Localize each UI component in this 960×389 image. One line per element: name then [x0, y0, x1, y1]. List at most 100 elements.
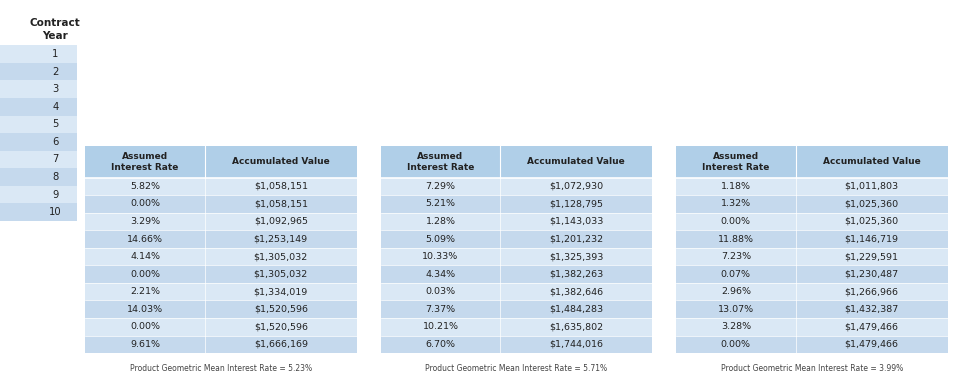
Text: growth.¹: growth.¹ [384, 37, 425, 46]
Text: $1,011,803: $1,011,803 [845, 182, 899, 191]
Text: performance: performance [401, 20, 464, 29]
Text: the: the [771, 20, 789, 29]
Text: Accumulated Value: Accumulated Value [823, 157, 921, 166]
Text: 10: 10 [523, 25, 538, 33]
Text: Accumulated Value: Accumulated Value [527, 157, 625, 166]
Text: 1: 1 [52, 49, 59, 59]
Bar [85, 300, 357, 318]
Text: index: index [191, 16, 219, 25]
Text: 5: 5 [52, 119, 59, 129]
Text: $1,635,802: $1,635,802 [549, 322, 603, 331]
Bar [676, 146, 948, 177]
Text: reflects: reflects [88, 20, 126, 29]
Text: annuity: annuity [493, 20, 531, 29]
Bar [381, 146, 652, 177]
Text: reflects: reflects [808, 16, 846, 25]
Text: of: of [430, 28, 442, 38]
Text: 20: 20 [775, 28, 789, 38]
Bar [676, 265, 948, 283]
Text: years: years [384, 28, 412, 38]
Bar [0, 98, 77, 116]
Text: 0.00%: 0.00% [131, 270, 160, 279]
Text: 6: 6 [52, 137, 59, 147]
Text: out: out [708, 28, 725, 38]
Text: the: the [746, 33, 763, 42]
Bar [0, 133, 77, 151]
Text: highest: highest [468, 33, 505, 42]
Bar [85, 146, 357, 177]
Bar [0, 81, 77, 98]
Text: where: where [817, 28, 849, 38]
Text: Lowest: Lowest [699, 16, 738, 25]
Text: 14.66%: 14.66% [127, 235, 163, 244]
Bar [0, 151, 77, 168]
Text: 9: 9 [52, 189, 59, 200]
Text: $1,666,169: $1,666,169 [253, 340, 308, 349]
Bar [381, 248, 652, 265]
Bar [676, 283, 948, 300]
Bar [676, 177, 948, 195]
Bar [85, 230, 357, 248]
Text: scenario: scenario [767, 16, 808, 25]
Text: period: period [774, 25, 806, 33]
Text: 3: 3 [52, 84, 59, 94]
Text: Assumed
Interest Rate: Assumed Interest Rate [111, 152, 179, 172]
Text: annuity: annuity [789, 20, 827, 29]
Text: $1,058,151: $1,058,151 [253, 199, 308, 209]
Text: Most Recent 10: Most Recent 10 [108, 16, 191, 25]
Text: the: the [384, 20, 401, 29]
Text: 7.23%: 7.23% [721, 252, 751, 261]
Text: $1,229,591: $1,229,591 [845, 252, 899, 261]
Bar [85, 177, 357, 195]
Bar [381, 177, 652, 195]
Text: $1,479,466: $1,479,466 [845, 322, 899, 331]
Text: annuity: annuity [88, 25, 126, 33]
Bar [85, 265, 357, 283]
Text: recent: recent [114, 33, 147, 42]
Text: $1,058,151: $1,058,151 [253, 182, 308, 191]
Text: 1.28%: 1.28% [425, 217, 455, 226]
Text: The: The [384, 16, 404, 25]
Text: $1,479,466: $1,479,466 [845, 340, 899, 349]
Text: years: years [679, 28, 708, 38]
Text: $1,072,930: $1,072,930 [549, 182, 603, 191]
Text: 4.14%: 4.14% [131, 252, 160, 261]
Text: $1,334,019: $1,334,019 [253, 287, 308, 296]
Text: the: the [442, 28, 460, 38]
Text: period: period [479, 25, 511, 33]
Text: $1,143,033: $1,143,033 [549, 217, 603, 226]
Text: index: index [738, 16, 767, 25]
Text: $1,092,965: $1,092,965 [253, 217, 308, 226]
Bar [381, 230, 652, 248]
Bar [381, 318, 652, 336]
Bar [676, 248, 948, 265]
Text: of: of [511, 25, 523, 33]
Bar [0, 186, 77, 203]
Text: 2.96%: 2.96% [721, 287, 751, 296]
Bar [85, 283, 357, 300]
Text: $1,253,149: $1,253,149 [253, 235, 308, 244]
Text: $1,305,032: $1,305,032 [253, 270, 308, 279]
Text: a: a [417, 25, 425, 33]
Bar [676, 336, 948, 353]
Text: index: index [446, 16, 474, 25]
Text: 8: 8 [52, 172, 59, 182]
Text: $1,520,596: $1,520,596 [253, 322, 308, 331]
Text: $1,025,360: $1,025,360 [845, 217, 899, 226]
Text: continuous: continuous [425, 25, 479, 33]
Text: lowest: lowest [763, 33, 796, 42]
Text: over: over [208, 28, 231, 38]
Text: $1,266,966: $1,266,966 [845, 287, 899, 296]
Text: $1,484,283: $1,484,283 [549, 305, 603, 314]
Bar [381, 265, 652, 283]
Text: 5.21%: 5.21% [425, 199, 455, 209]
Text: Product Geometric Mean Interest Rate = 5.71%: Product Geometric Mean Interest Rate = 5… [425, 364, 608, 373]
Text: the: the [679, 20, 697, 29]
Text: during: during [679, 25, 712, 33]
Text: the: the [126, 20, 143, 29]
Text: 0.00%: 0.00% [721, 340, 751, 349]
Text: 1.32%: 1.32% [721, 199, 751, 209]
Bar [676, 300, 948, 318]
Text: 7: 7 [52, 154, 59, 165]
Text: 0.07%: 0.07% [721, 270, 751, 279]
